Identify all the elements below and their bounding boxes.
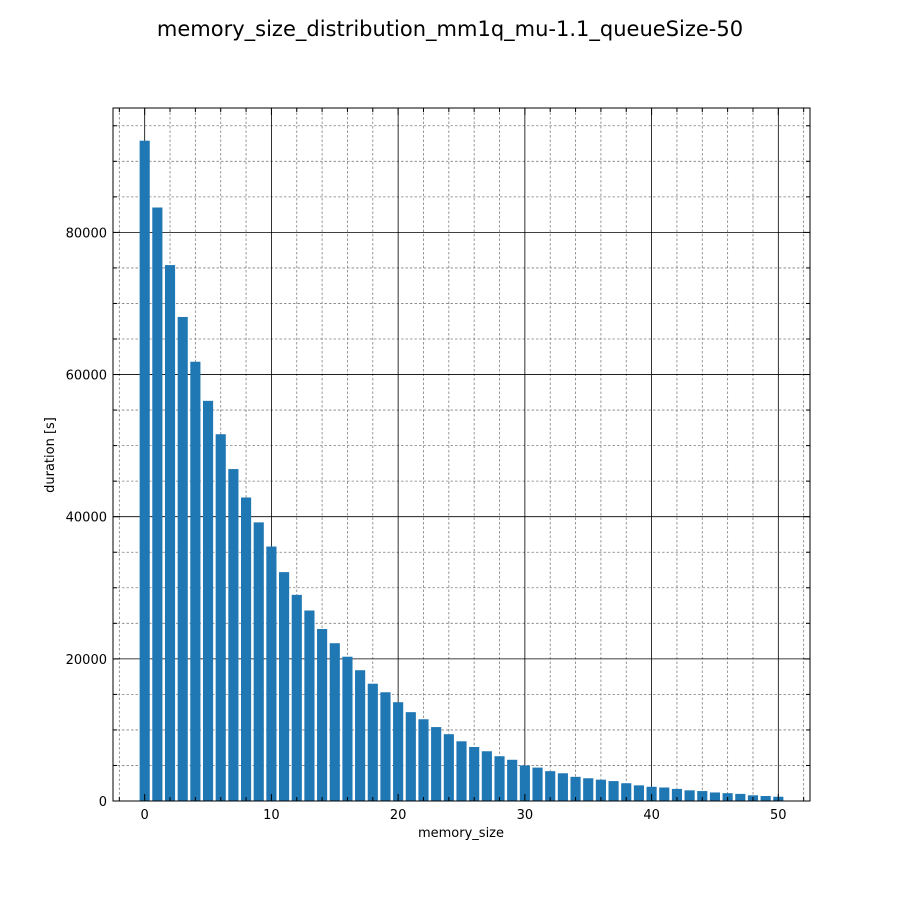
bar [519,765,530,801]
bar [469,746,480,801]
y-tick-label: 40000 [66,511,107,526]
x-tick-label: 50 [770,808,787,823]
bar [291,594,302,801]
x-tick-label: 10 [263,808,280,823]
bar [735,793,746,801]
ticks: 0 10 20 30 40 50 0 20000 40000 60000 80000 [66,108,810,823]
bar [443,734,454,801]
y-tick-label: 80000 [66,226,107,241]
bar [608,781,619,801]
bar [532,767,543,801]
bar [253,522,264,801]
y-tick-label: 20000 [66,653,107,668]
bar [304,610,315,801]
bar [215,434,226,801]
bar [152,207,163,801]
bar [557,773,568,801]
bar [329,643,340,801]
bar [380,692,391,801]
bar [633,785,644,801]
bar [583,778,594,801]
bar [228,469,239,801]
bar [342,656,353,801]
bar [266,546,277,801]
bar [355,670,366,801]
x-tick-label: 30 [517,808,534,823]
bar [671,788,683,801]
bar [709,792,721,801]
bar [418,719,429,801]
plot-frame [112,107,811,802]
y-axis-label: duration [s] [43,417,58,493]
bar [393,702,404,801]
bar [164,265,176,802]
x-tick-label: 20 [390,808,407,823]
bar [177,316,188,801]
bar [545,771,556,801]
bar [202,400,214,801]
bar [570,776,581,801]
bar [456,741,467,801]
bar [684,790,695,801]
bar [507,759,518,801]
bar [595,779,606,801]
bar [431,727,442,801]
bar [367,683,378,801]
bar [760,796,771,801]
bars [139,140,784,802]
x-tick-label: 40 [643,808,660,823]
bar [621,783,632,801]
bar [697,791,708,801]
chart-title: memory_size_distribution_mm1q_mu-1.1_que… [157,17,743,42]
bar [405,712,416,801]
bar [240,497,252,801]
bar [494,756,505,801]
bar [139,140,150,802]
bar [279,572,290,801]
bar [317,628,328,801]
y-tick-label: 60000 [66,369,107,384]
x-tick-label: 0 [141,808,149,823]
bar [659,787,670,801]
x-axis-label: memory_size [418,826,504,841]
bar [481,751,492,801]
bar [646,786,657,801]
y-tick-label: 0 [99,795,107,810]
bar [190,361,201,801]
